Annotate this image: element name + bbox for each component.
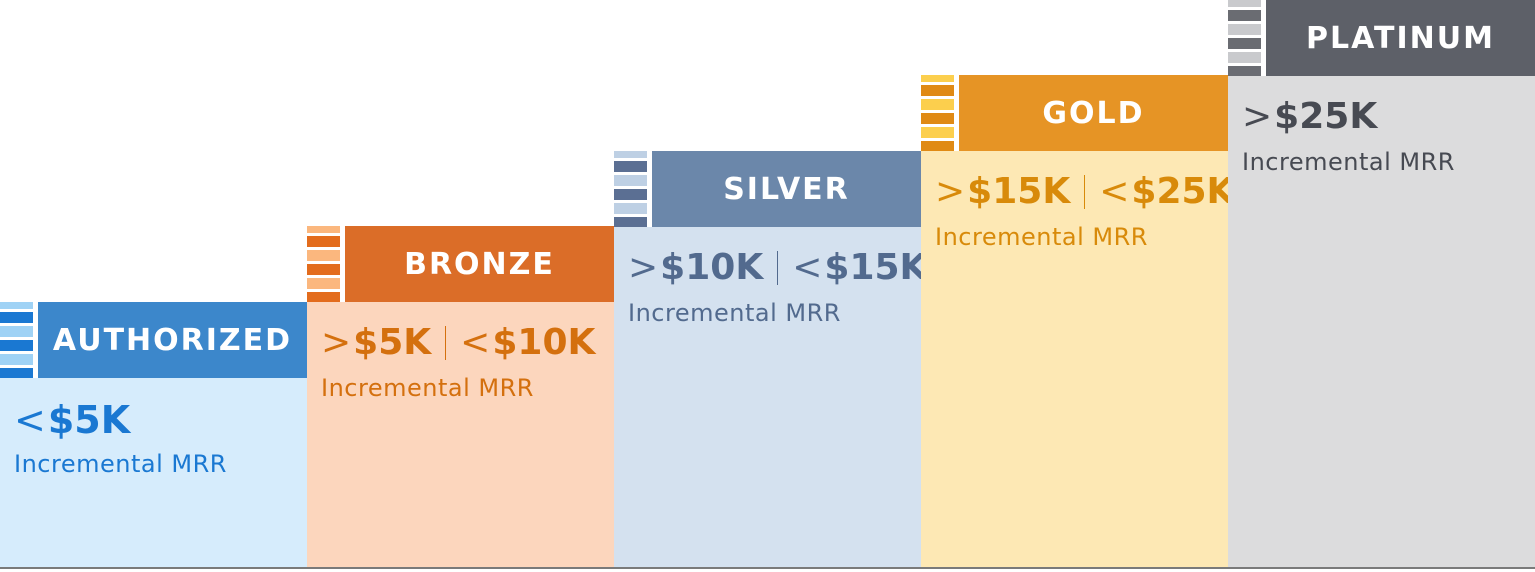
range-high-value: $10K [492,322,596,363]
range-divider [777,250,779,285]
stripe-band [1228,66,1261,76]
baseline-divider [0,567,1535,569]
stripe-band [0,312,33,323]
tier-body: < $5K Incremental MRR [0,378,307,567]
tier-bronze: BRONZE > $5K < $10K Incremental MRR [307,226,614,567]
range-low-value: $10K [660,247,764,288]
tier-name: AUTHORIZED [38,302,307,378]
stripe-band [307,278,340,289]
stripe-band [0,368,33,378]
range-low-value: $15K [967,171,1071,212]
tier-range: > $25K [1242,96,1377,137]
tier-range: > $10K < $15K [628,247,927,288]
range-low-op: > [935,171,966,212]
stripe-band [614,203,647,214]
stripe-band [614,151,647,158]
range-divider [445,325,447,360]
stripe-band [1228,10,1261,21]
stripe-band [614,217,647,227]
tier-gold: GOLD > $15K < $25K Incremental MRR [921,75,1234,567]
stripe-band [307,236,340,247]
tier-stripes-icon [307,226,340,302]
range-divider [1084,174,1086,209]
stripe-band [307,250,340,261]
stripe-band [307,292,340,302]
range-low-op: > [628,247,659,288]
range-low-op: > [1242,96,1273,137]
tier-authorized: AUTHORIZED < $5K Incremental MRR [0,302,307,567]
stripe-band [0,302,33,309]
stripe-band [921,113,954,124]
stripe-band [614,189,647,200]
stripe-band [1228,0,1261,7]
stripe-band [1228,52,1261,63]
tier-body: > $15K < $25K Incremental MRR [921,151,1234,567]
tier-body: > $5K < $10K Incremental MRR [307,302,614,567]
range-low-value: $25K [1274,96,1378,137]
range-high-op: < [1099,171,1130,212]
range-high-op: < [792,247,823,288]
tier-description: Incremental MRR [628,299,841,327]
stripe-band [307,226,340,233]
tier-body: > $10K < $15K Incremental MRR [614,227,927,567]
tier-description: Incremental MRR [321,374,534,402]
tier-range: < $5K [14,398,130,442]
tier-description: Incremental MRR [935,223,1148,251]
range-low-value: $5K [353,322,432,363]
range-low-op: > [321,322,352,363]
tier-range: > $5K < $10K [321,322,595,363]
range-high-value: $15K [824,247,928,288]
range-high-value: $25K [1131,171,1235,212]
tier-name: BRONZE [345,226,614,302]
stripe-band [614,175,647,186]
tier-description: Incremental MRR [1242,148,1455,176]
tier-stripes-icon [1228,0,1261,76]
range-low-value: $5K [47,398,131,442]
stripe-band [614,161,647,172]
stripe-band [921,85,954,96]
range-low-op: < [14,398,46,442]
stripe-band [921,75,954,82]
tier-name: PLATINUM [1266,0,1535,76]
stripe-band [0,340,33,351]
range-high-op: < [460,322,491,363]
stripe-band [921,99,954,110]
tier-range: > $15K < $25K [935,171,1234,212]
stripe-band [921,127,954,138]
stripe-band [0,354,33,365]
stripe-band [1228,24,1261,35]
tier-name: SILVER [652,151,921,227]
stripe-band [0,326,33,337]
tier-body: > $25K Incremental MRR [1228,76,1535,567]
stripe-band [1228,38,1261,49]
tier-stripes-icon [0,302,33,378]
tier-platinum: PLATINUM > $25K Incremental MRR [1228,0,1535,567]
stripe-band [307,264,340,275]
tier-name: GOLD [959,75,1228,151]
tier-stripes-icon [614,151,647,227]
tier-silver: SILVER > $10K < $15K Incremental MRR [614,151,927,567]
stripe-band [921,141,954,151]
tier-description: Incremental MRR [14,450,227,478]
tier-stripes-icon [921,75,954,151]
